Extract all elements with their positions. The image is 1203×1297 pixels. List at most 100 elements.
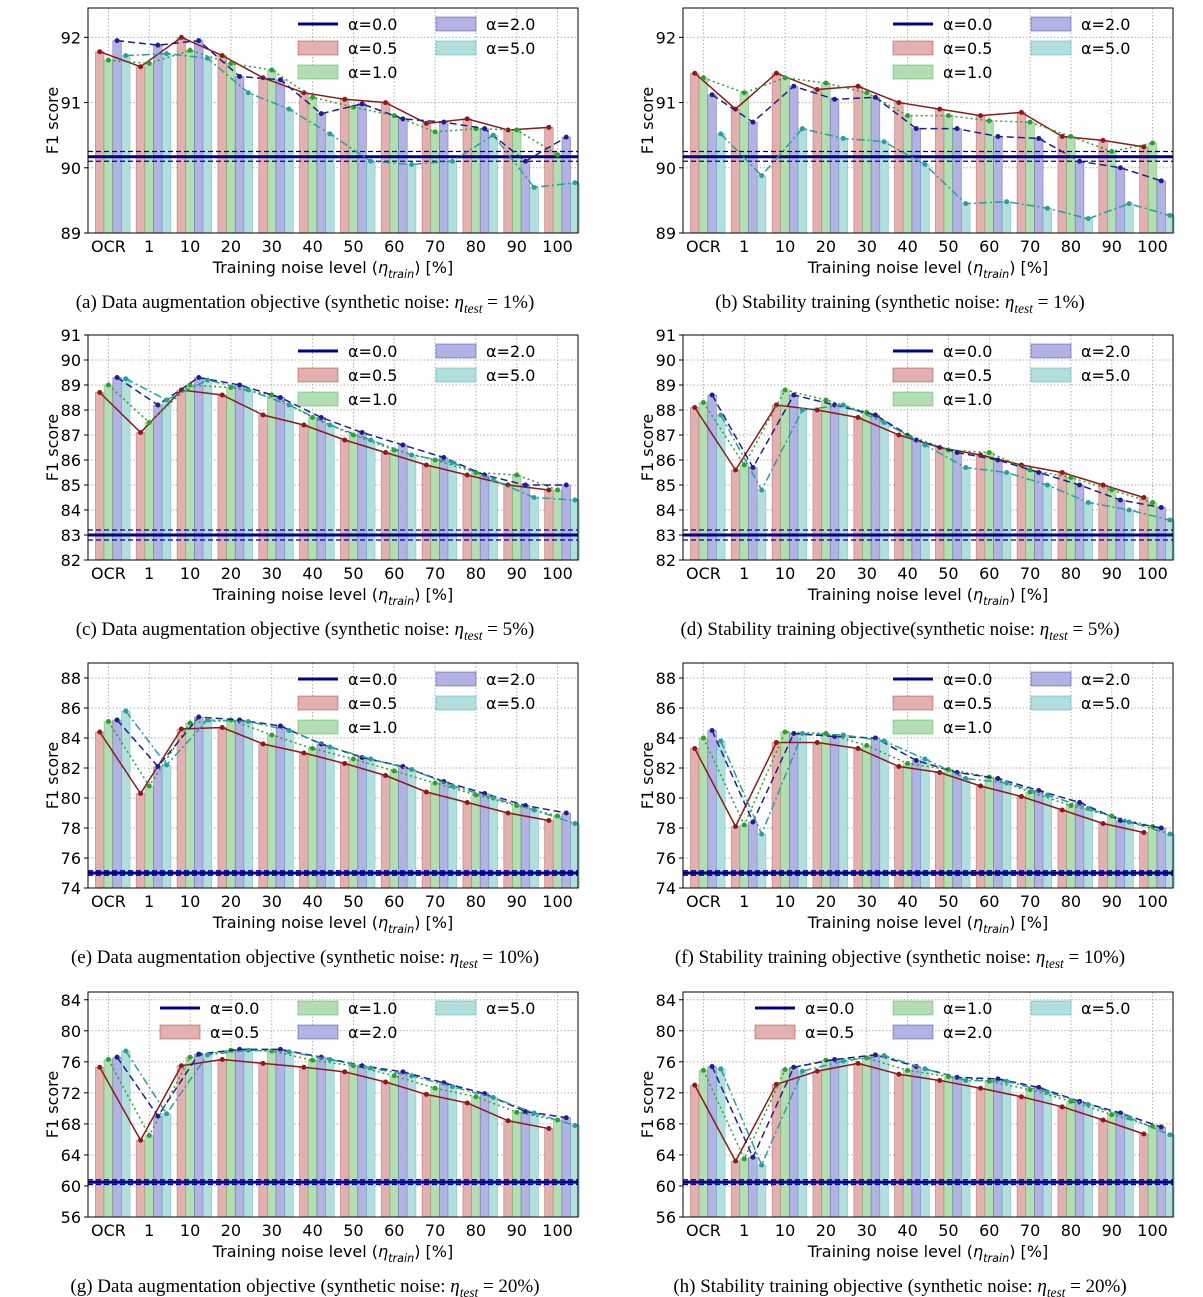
series-line [125,378,575,501]
point [881,420,887,425]
bar [316,1056,326,1218]
point [1018,109,1024,115]
legend-label: α=5.0 [1081,39,1130,58]
x-tick-label: 70 [425,892,445,911]
point [391,1073,397,1079]
x-axis-label-text: Training noise level ( [212,913,378,932]
y-tick-label: 90 [61,351,81,370]
x-tick-label: 100 [1137,1221,1168,1240]
legend-swatch [297,695,339,711]
point [986,1078,992,1084]
axes-frame [682,7,1174,234]
point [700,735,706,741]
point [342,1069,348,1075]
point [301,422,307,428]
series-line [116,376,567,486]
legend-label: α=0.5 [210,1023,259,1042]
bar [829,98,840,234]
bar [135,432,146,561]
series-line [99,1058,550,1142]
point [400,442,406,448]
y-axis-label: F1 score [638,87,657,154]
bar [202,719,213,889]
point [700,1067,706,1073]
point [260,741,266,747]
bar [340,1071,350,1218]
point [531,1110,537,1116]
bar [1147,1125,1158,1218]
bar [226,1049,236,1218]
caption: (a) Data augmentation objective (synthet… [76,292,535,316]
legend-swatch [1030,367,1072,383]
legend-swatch [1030,1000,1072,1016]
x-tick-label: OCR [686,892,721,911]
point [937,770,943,775]
bar [1147,826,1158,889]
caption-subscript: test [1049,628,1068,643]
bar [340,98,350,234]
bar [1107,1114,1117,1218]
x-tick-label: 70 [1020,564,1040,583]
x-tick-label: 60 [384,564,404,583]
bar [943,115,954,234]
point [986,450,992,455]
legend-label: α=0.0 [943,670,992,689]
legend-label: α=2.0 [486,342,535,361]
point [913,758,919,763]
series-line [99,726,550,822]
bar [952,128,962,234]
point [146,783,152,789]
point [423,462,429,468]
bar [716,133,726,234]
point [1167,831,1173,837]
point [855,83,861,89]
series-line [720,732,1171,836]
point [368,437,374,443]
x-tick-label: 100 [1137,892,1168,911]
point [196,38,202,44]
bar [234,1049,245,1218]
series-line [694,741,1145,834]
y-tick-label: 82 [656,759,676,778]
caption-text: (b) Stability training (synthetic noise: [715,292,1005,313]
bar [1025,1089,1035,1218]
bar [1098,139,1108,234]
point [196,714,202,720]
point [1141,830,1147,835]
y-tick-label: 68 [61,1115,81,1134]
caption-text: = 1%) [1033,292,1085,313]
caption-text: = 5%) [1068,619,1120,640]
point [773,1081,779,1087]
point [359,430,365,435]
legend-label: α=1.0 [348,63,397,82]
bar [194,377,204,561]
bar [1139,497,1149,561]
point [400,116,406,122]
bar [529,186,539,234]
bar [862,92,872,234]
point [945,113,951,119]
x-tick-label: 40 [897,564,917,583]
point [773,740,779,745]
x-tick-label: OCR [686,1221,721,1240]
panel: 74 76 78 80 82 84 86 88 OCR 1 10 20 30 40 50 60 70 80 90 10… [43,662,580,971]
bar [993,1078,1003,1218]
point [1085,500,1091,505]
bar [1066,477,1076,561]
point [572,1122,578,1128]
point [1036,135,1042,141]
point [146,420,152,425]
x-tick-label: 80 [1061,564,1081,583]
point [872,412,878,418]
caption-symbol: η [1005,292,1014,313]
bar [797,733,808,889]
point [409,162,415,168]
x-tick-label: 1 [739,1221,749,1240]
legend-label: α=2.0 [1081,670,1130,689]
legend-swatch [892,367,934,383]
bar [398,118,408,234]
bar [430,1087,440,1218]
bar [135,1139,146,1218]
y-tick-label: 91 [61,94,81,113]
x-tick-label: 60 [384,892,404,911]
